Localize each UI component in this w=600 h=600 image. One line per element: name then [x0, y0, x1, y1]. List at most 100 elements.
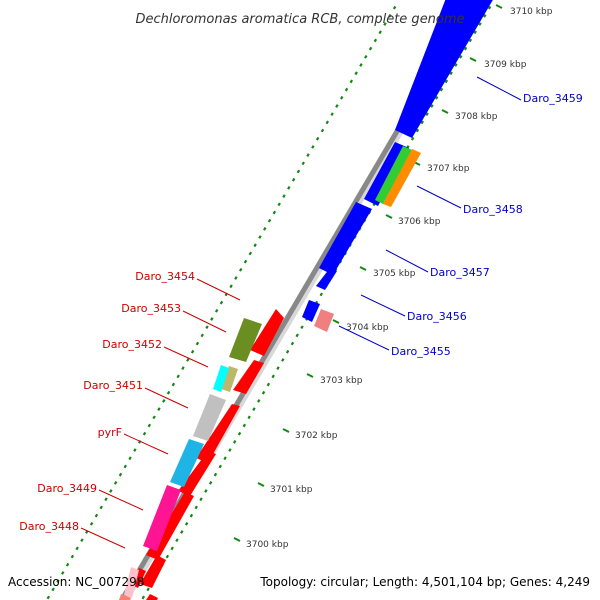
scale-dot-inner [388, 14, 392, 18]
scale-dot-inner [99, 505, 103, 510]
gene-daro-3454-feature[interactable] [250, 309, 284, 356]
scale-dot-outer [228, 448, 232, 452]
scale-tick [441, 109, 449, 114]
gene-daro-3457-feature[interactable] [319, 202, 372, 275]
gene-daro-3448-feature[interactable] [142, 594, 158, 600]
cog-box-lightpink [124, 567, 139, 598]
gene-daro-3452-feature[interactable] [196, 404, 240, 463]
scale-tick [359, 266, 367, 271]
scale-dot-outer [483, 14, 487, 18]
tick-label: 3706 kbp [398, 217, 441, 227]
scale-dot-inner [56, 579, 60, 584]
forward-strand [302, 0, 494, 332]
forward-gene-labels: Daro_3459 Daro_3458 Daro_3457 Daro_3456 … [338, 76, 583, 358]
gene-label-daro-3457[interactable]: Daro_3457 [430, 266, 490, 279]
scale-dot-inner [229, 284, 233, 289]
scale-dot-outer [184, 521, 189, 526]
gene-daro-3449-feature[interactable] [140, 555, 166, 588]
scale-dot-inner [258, 235, 262, 239]
scale-dot-outer [223, 456, 227, 461]
scale-dot-outer [165, 554, 170, 559]
scale-dot-outer [319, 292, 323, 297]
scale-dot-outer [252, 407, 256, 411]
scale-dot-inner [75, 546, 79, 551]
gene-daro-3453-feature[interactable] [233, 360, 264, 394]
cog-box-salmon [314, 309, 334, 332]
scale-dot-inner [162, 399, 166, 403]
scale-dot-inner [214, 308, 219, 313]
tick-label: 3704 kbp [346, 323, 389, 333]
scale-dot-outer [257, 399, 261, 403]
gene-label-daro-3452[interactable]: Daro_3452 [102, 338, 162, 351]
tick-label: 3710 kbp [510, 7, 553, 17]
scale-dot-inner [272, 210, 277, 215]
gene-daro-3455-feature[interactable] [302, 300, 320, 322]
scale-dot-outer [435, 95, 439, 100]
scale-dot-inner [354, 71, 358, 76]
scale-dot-inner [128, 456, 132, 461]
scale-dot-inner [291, 177, 296, 182]
scale-dot-inner [123, 464, 127, 469]
gene-label-pyrf[interactable]: pyrF [98, 426, 122, 439]
reverse-gene-labels: Daro_3454 Daro_3453 Daro_3452 Daro_3451 … [19, 270, 241, 549]
gene-label-daro-3459[interactable]: Daro_3459 [523, 92, 583, 105]
scale-dot-inner [171, 382, 176, 387]
scale-dot-inner [392, 5, 397, 10]
scale-dot-inner [368, 46, 373, 51]
scale-dot-outer [281, 358, 285, 362]
scale-tick [282, 428, 290, 433]
reverse-strand [119, 309, 284, 600]
scale-dot-outer [276, 366, 280, 370]
gene-label-daro-3458[interactable]: Daro_3458 [463, 203, 523, 216]
scale-dot-inner [239, 267, 243, 272]
scale-dot-outer [194, 505, 198, 510]
scale-dot-inner [296, 169, 301, 174]
scale-dot-outer [459, 54, 463, 59]
cog-box-cyan [213, 365, 229, 392]
scale-dot-outer [463, 46, 468, 51]
scale-dot-outer [478, 22, 482, 26]
scale-dot-inner [195, 341, 200, 346]
scale-dot-inner [301, 161, 305, 166]
scale-dot-inner [243, 259, 248, 264]
tick-label: 3705 kbp [373, 269, 416, 279]
gene-label-daro-3453[interactable]: Daro_3453 [121, 302, 181, 315]
scale-dot-outer [454, 63, 458, 67]
scale-dot-inner [277, 202, 281, 207]
gene-label-daro-3448[interactable]: Daro_3448 [19, 520, 79, 533]
gene-label-daro-3449[interactable]: Daro_3449 [37, 482, 97, 495]
scale-tick [385, 214, 393, 219]
scale-dot-inner [267, 218, 272, 223]
tick-label: 3708 kbp [455, 112, 498, 122]
scale-tick [332, 319, 340, 324]
gene-daro-3459-feature[interactable] [395, 0, 494, 138]
scale-dot-inner [133, 448, 137, 452]
scale-dot-outer [175, 538, 179, 543]
scale-dot-outer [208, 480, 213, 485]
scale-dot-inner [359, 63, 363, 67]
gene-label-daro-3456[interactable]: Daro_3456 [407, 310, 467, 323]
scale-dot-inner [344, 87, 349, 92]
gene-daro-3456-feature[interactable] [316, 268, 337, 290]
scale-dot-inner [109, 489, 113, 493]
scale-dot-outer [218, 464, 222, 469]
scale-dot-inner [340, 95, 344, 100]
scale-dot-outer [444, 79, 449, 84]
gene-label-daro-3455[interactable]: Daro_3455 [391, 345, 451, 358]
tick-labels: 3710 kbp 3709 kbp 3708 kbp 3707 kbp 3706… [246, 7, 553, 550]
cog-box-green [375, 146, 412, 204]
gene-label-daro-3451[interactable]: Daro_3451 [83, 379, 143, 392]
scale-ticks [233, 4, 503, 542]
scale-dot-outer [290, 341, 295, 346]
scale-dot-inner [315, 136, 320, 141]
scale-tick [469, 57, 477, 62]
scale-dot-outer [261, 390, 266, 395]
gene-daro-3451-feature[interactable] [178, 451, 216, 496]
scale-dot-inner [181, 366, 185, 370]
tick-label: 3709 kbp [484, 60, 527, 70]
scale-dot-inner [176, 374, 180, 379]
scale-tick [257, 482, 265, 487]
scale-dot-inner [61, 571, 65, 575]
gene-label-daro-3454[interactable]: Daro_3454 [135, 270, 195, 283]
